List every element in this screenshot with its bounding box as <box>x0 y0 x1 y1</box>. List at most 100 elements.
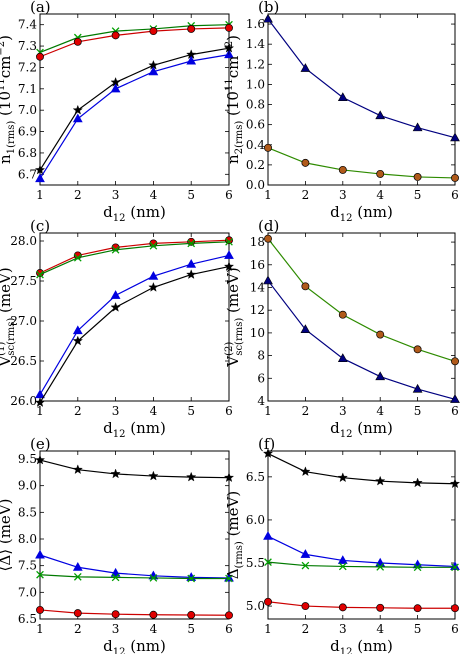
data-point-circle <box>187 237 196 246</box>
y-axis-label-main: Δ <box>224 568 242 579</box>
y-axis-label-sup: 11 <box>0 78 7 91</box>
data-point-triangle <box>35 549 45 559</box>
panel-label: (f) <box>258 435 275 453</box>
x-tick-label: 3 <box>339 188 347 202</box>
y-tick-label: 6.0 <box>246 513 265 527</box>
x-axis-label-main: d <box>330 203 340 221</box>
data-point-triangle <box>300 63 311 72</box>
x-tick-label: 1 <box>36 188 44 202</box>
data-point-x <box>36 270 44 279</box>
x-axis-label-sub: 12 <box>113 647 126 654</box>
data-point-circle <box>413 173 422 181</box>
data-point-triangle <box>148 66 159 76</box>
data-point-x <box>264 558 272 566</box>
y-axis-label-sup2: −2 <box>0 41 7 56</box>
y-axis-label-sub: (rms) <box>234 541 245 568</box>
x-tick-label: 4 <box>150 622 158 636</box>
x-axis-label-rest: (nm) <box>125 419 165 437</box>
y-tick-label: 8.5 <box>18 505 37 519</box>
y-tick-label: 6.8 <box>18 146 37 160</box>
y-axis-label-rest: (meV) <box>0 267 14 317</box>
data-point-star <box>223 261 235 271</box>
y-tick-label: 1.0 <box>246 77 265 91</box>
plot-frame <box>267 13 456 186</box>
y-tick-label: 7.3 <box>18 39 37 53</box>
x-tick-label: 3 <box>339 622 347 636</box>
y-axis-label-sup: (2) <box>224 342 235 356</box>
x-axis-label: d12 (nm) <box>103 637 166 654</box>
x-axis-label-main: d <box>330 419 340 437</box>
data-point-circle <box>149 610 158 619</box>
x-tick-label: 5 <box>414 622 422 636</box>
x-tick-label: 6 <box>451 404 459 418</box>
series-line <box>39 459 230 479</box>
data-point-triangle <box>300 549 311 558</box>
x-tick-label: 1 <box>264 404 272 418</box>
y-axis-label-sup: (1) <box>0 342 7 356</box>
plot-frame <box>39 13 230 186</box>
series-line <box>267 561 455 568</box>
x-tick-label: 2 <box>74 188 82 202</box>
series-1 <box>264 143 459 182</box>
y-axis-label: V(1)sc(rms) (meV) <box>0 267 17 367</box>
x-tick-label: 3 <box>112 404 120 418</box>
panel-e: 1 2 3 4 5 66.57.07.58.08.59.09.5(e)d12 (nm)⟨Δ… <box>0 435 235 654</box>
data-point-circle <box>264 143 272 152</box>
series-line <box>39 27 230 58</box>
data-point-circle <box>73 609 82 618</box>
series-line <box>39 47 230 171</box>
x-tick-label: 6 <box>225 188 233 202</box>
data-point-x <box>73 573 82 581</box>
data-point-triangle <box>224 572 234 582</box>
panel-label: (d) <box>258 217 279 235</box>
series-line <box>267 238 456 362</box>
data-point-star <box>262 448 274 458</box>
y-axis-label-main: V <box>0 355 14 368</box>
y-axis-label-sub: 2(rms) <box>234 121 245 155</box>
data-point-triangle <box>35 173 45 183</box>
data-point-triangle <box>224 250 234 259</box>
y-tick-label: 6.5 <box>18 612 37 626</box>
y-tick-label: 6.5 <box>246 470 265 484</box>
series-1 <box>36 237 233 279</box>
x-tick-label: 1 <box>264 622 272 636</box>
y-tick-label: 8 <box>257 349 265 363</box>
series-line <box>39 254 230 395</box>
y-tick-label: 0.4 <box>246 138 265 152</box>
y-axis-label-rest: (meV) <box>224 267 242 317</box>
y-axis-label: n2(rms) (1011cm−2) <box>224 35 245 164</box>
data-point-circle <box>451 604 459 613</box>
data-point-triangle <box>148 270 159 280</box>
data-point-circle <box>376 169 385 178</box>
data-point-star <box>34 164 46 175</box>
data-point-circle <box>338 603 347 612</box>
y-tick-label: 0.0 <box>246 178 265 192</box>
x-axis-label: d12 (nm) <box>103 419 166 440</box>
x-tick-label: 1 <box>36 404 44 418</box>
y-tick-label: 27.5 <box>10 274 37 288</box>
series-3 <box>264 597 459 613</box>
x-axis-label-rest: (nm) <box>125 203 165 221</box>
series-2 <box>36 570 233 583</box>
data-point-circle <box>111 610 120 619</box>
y-tick-label: 1.2 <box>246 57 265 71</box>
x-tick-label: 6 <box>225 622 233 636</box>
series-1 <box>263 275 460 403</box>
y-tick-label: 27.0 <box>10 314 37 328</box>
y-tick-label: 7.5 <box>18 559 37 573</box>
x-tick-label: 2 <box>302 188 310 202</box>
data-point-triangle <box>337 92 348 102</box>
x-tick-label: 4 <box>376 188 384 202</box>
x-axis-label: d12 (nm) <box>330 419 393 440</box>
x-axis-label-rest: (nm) <box>125 637 165 654</box>
data-point-circle <box>264 597 272 606</box>
data-point-x <box>376 563 385 571</box>
y-tick-label: 6 <box>257 371 265 385</box>
data-point-circle <box>376 330 385 339</box>
data-point-star <box>72 335 83 346</box>
x-tick-label: 2 <box>302 622 310 636</box>
data-point-circle <box>187 25 196 33</box>
